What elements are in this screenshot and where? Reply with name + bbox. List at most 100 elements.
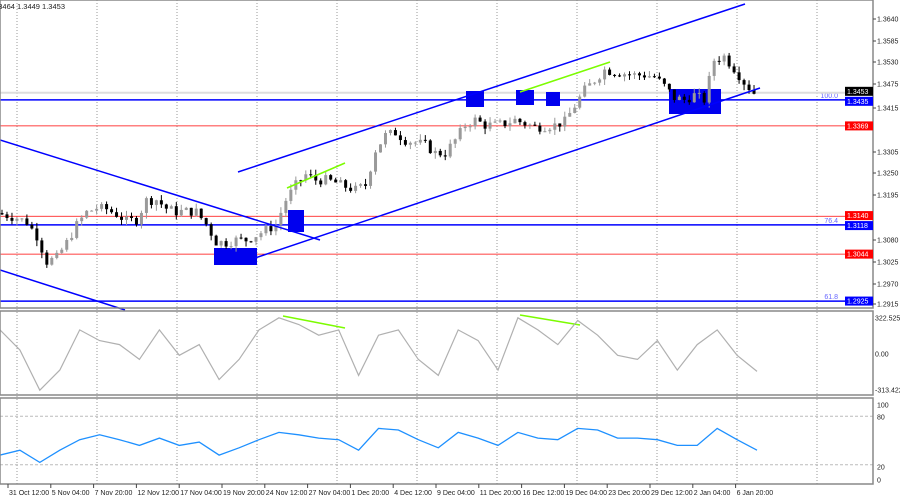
candle-body [682,96,686,100]
candle-body [403,140,407,145]
candle-body [279,212,283,225]
candle-body [129,216,133,218]
candle-body [364,184,368,186]
candle-body [473,117,477,127]
rsi-panel [0,415,873,466]
candle-body [254,237,258,242]
candle-body [508,123,512,127]
time-tick-label: 24 Nov 12:00 [266,490,308,497]
candle-body [642,75,646,78]
candle-body [578,96,582,108]
candle-body [174,206,178,216]
candle-body [374,152,378,172]
candle-body [369,171,373,186]
candle-body [120,216,124,220]
candle-body [737,72,741,81]
candle-body [339,180,343,183]
candle-body [15,218,19,221]
time-tick-label: 7 Nov 20:00 [95,490,133,497]
candle-body [692,93,696,103]
candle-body [214,235,218,246]
candle-body [105,204,109,210]
candle-body [408,142,412,145]
candle-body [50,257,54,265]
candle-body [110,209,114,213]
candle-body [398,135,402,141]
price-tag-label: 1.2925 [847,299,869,306]
candle-body [618,75,622,77]
upper-channel-line [237,3,746,173]
time-tick-label: 12 Nov 12:00 [137,490,179,497]
price-tick-label: 1.3305 [877,150,899,157]
candle-body [359,184,363,186]
candle-body [344,180,348,188]
candle-body [259,233,263,238]
cci-tick-label: -313.422 [875,388,900,395]
time-tick-label: 4 Dec 12:00 [394,490,432,497]
candle-body [274,224,278,232]
price-tag-label: 1.3369 [847,123,869,130]
price-tick-label: 1.3415 [877,106,899,113]
cci-panel [0,316,758,392]
time-tick-label: 1 Dec 20:00 [351,490,389,497]
candle-body [90,210,94,212]
candle-body [433,150,437,154]
candle-body [488,122,492,129]
candle-body [563,116,567,127]
candle-body [568,112,572,117]
candle-body [45,252,49,265]
candle-body [189,207,193,216]
candle-body [493,121,497,123]
candle-body [463,126,467,129]
candle-body [289,189,293,201]
trend-lines [0,3,761,329]
candle-body [667,83,671,90]
price-axis: 1.3640 1.3585 1.3530 1.3475 1.3415 1.3305 1.32… [873,17,900,485]
rsi-tick-label: 100 [877,403,889,410]
divergence-line [519,61,611,93]
candle-body [164,204,168,209]
candle-body [209,224,213,236]
price-tick-label: 1.3250 [877,171,899,178]
candle-body [0,213,4,215]
candle-body [722,55,726,62]
candle-body [379,144,382,153]
candle-body [314,174,318,181]
candle-body [393,130,397,136]
candle-body [154,200,158,205]
rsi-tick-label: 80 [877,415,885,422]
price-tick-label: 1.2915 [877,302,899,309]
candle-body [204,218,208,225]
candle-body [224,241,228,247]
price-tick-label: 1.3640 [877,17,899,24]
price-tick-label: 1.2970 [877,282,899,289]
candle-body [115,212,119,217]
candle-body [144,198,148,213]
zone-rectangle [516,90,534,105]
candle-body [702,92,706,103]
price-tag [845,86,873,96]
horizontal-levels: 100.0 76.4 61.8 [0,91,873,302]
candle-body [523,122,527,126]
candle-body [727,55,731,67]
candle-body [413,142,417,144]
candle-body [632,73,636,75]
cci-tick-label: 0.00 [875,352,889,359]
candle-body [453,139,457,144]
price-tag [845,296,873,306]
candle-body [623,74,627,77]
time-tick-label: 23 Dec 20:00 [608,490,650,497]
panel-frame [0,0,874,309]
panel-frame [0,310,874,396]
candle-body [75,221,79,238]
candle-body [652,76,656,78]
descending-trend-line [0,139,321,241]
candle-body [249,241,253,243]
candle-body [169,206,173,209]
candle-body [304,174,308,181]
candle-body [234,237,238,247]
candle-body [543,131,547,133]
zone-rectangle [214,248,257,265]
candle-body [697,92,701,94]
